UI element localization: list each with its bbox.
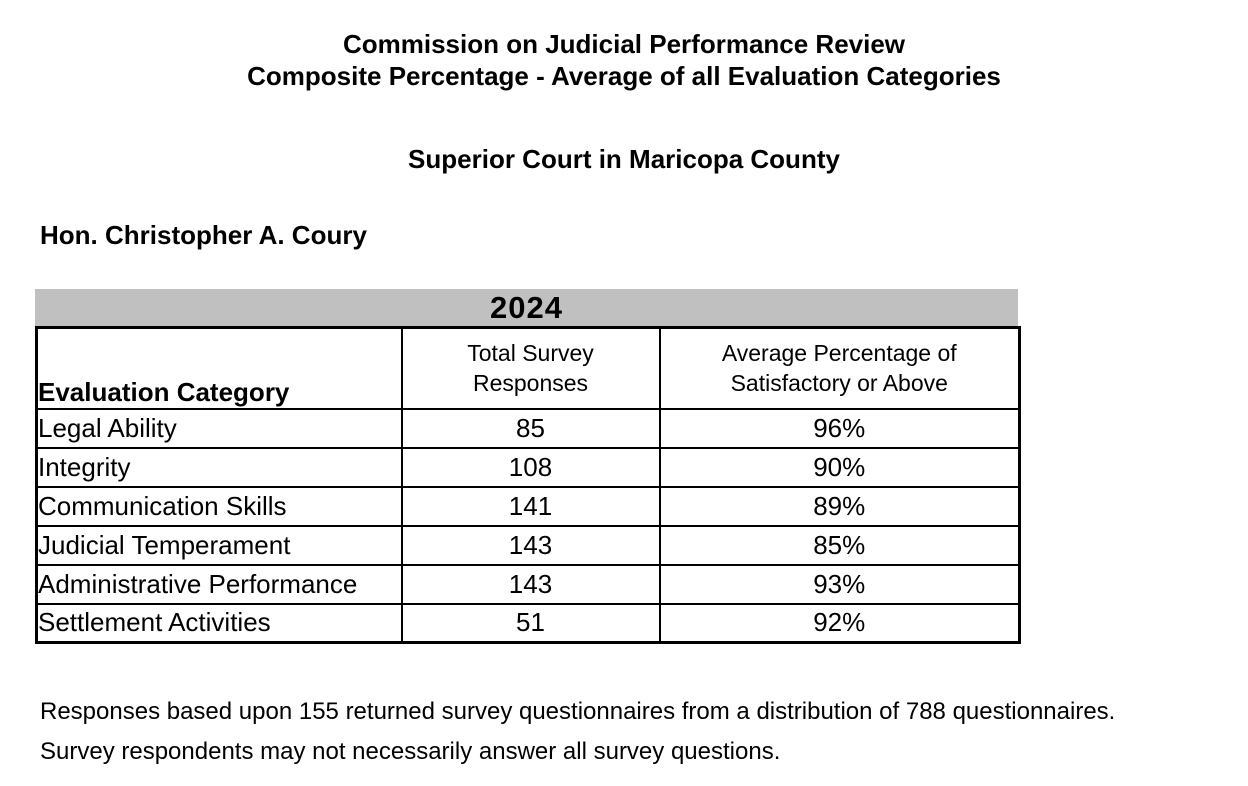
document-title-line1: Commission on Judicial Performance Revie… (342, 29, 906, 59)
column-header-line: Total Survey (467, 340, 594, 367)
table-row: Legal Ability 85 96% (35, 407, 1021, 449)
column-header-line: Responses (472, 370, 589, 397)
court-name: Superior Court in Maricopa County (408, 144, 840, 174)
document-title: Commission on Judicial Performance Revie… (0, 0, 1248, 92)
percentage-cell: 89% (658, 485, 1021, 527)
percentage-cell: 90% (658, 446, 1021, 488)
total-responses-cell: 141 (400, 485, 661, 527)
evaluation-category-cell: Communication Skills (35, 485, 403, 527)
table-row: Judicial Temperament 143 85% (35, 524, 1021, 566)
evaluation-category-cell: Legal Ability (35, 407, 403, 449)
column-header-evaluation-category: Evaluation Category (35, 326, 403, 410)
column-header-average-percentage: Average Percentage of Satisfactory or Ab… (658, 326, 1021, 410)
judge-name: Hon. Christopher A. Coury (40, 220, 367, 250)
total-responses-cell: 143 (400, 524, 661, 566)
percentage-cell: 92% (658, 602, 1021, 644)
footnote: Responses based upon 155 returned survey… (40, 692, 1248, 772)
document-title-line2: Composite Percentage - Average of all Ev… (247, 61, 1001, 91)
evaluation-table: Evaluation Category Total Survey Respons… (35, 326, 1021, 644)
table-row: Settlement Activities 51 92% (35, 602, 1021, 644)
percentage-cell: 96% (658, 407, 1021, 449)
percentage-cell: 85% (658, 524, 1021, 566)
total-responses-cell: 85 (400, 407, 661, 449)
percentage-cell: 93% (658, 563, 1021, 605)
column-header-line: Average Percentage of (721, 340, 957, 367)
evaluation-category-cell: Administrative Performance (35, 563, 403, 605)
evaluation-category-cell: Settlement Activities (35, 602, 403, 644)
evaluation-category-cell: Integrity (35, 446, 403, 488)
total-responses-cell: 51 (400, 602, 661, 644)
footnote-line2: Survey respondents may not necessarily a… (40, 738, 781, 765)
year-banner: 2024 (35, 289, 1018, 326)
total-responses-cell: 143 (400, 563, 661, 605)
total-responses-cell: 108 (400, 446, 661, 488)
evaluation-category-cell: Judicial Temperament (35, 524, 403, 566)
column-header-total-survey-responses: Total Survey Responses (400, 326, 661, 410)
table-header-row: Evaluation Category Total Survey Respons… (35, 326, 1021, 410)
table-row: Administrative Performance 143 93% (35, 563, 1021, 605)
table-row: Communication Skills 141 89% (35, 485, 1021, 527)
footnote-line1: Responses based upon 155 returned survey… (40, 698, 1116, 725)
table-row: Integrity 108 90% (35, 446, 1021, 488)
column-header-line: Satisfactory or Above (730, 370, 948, 397)
